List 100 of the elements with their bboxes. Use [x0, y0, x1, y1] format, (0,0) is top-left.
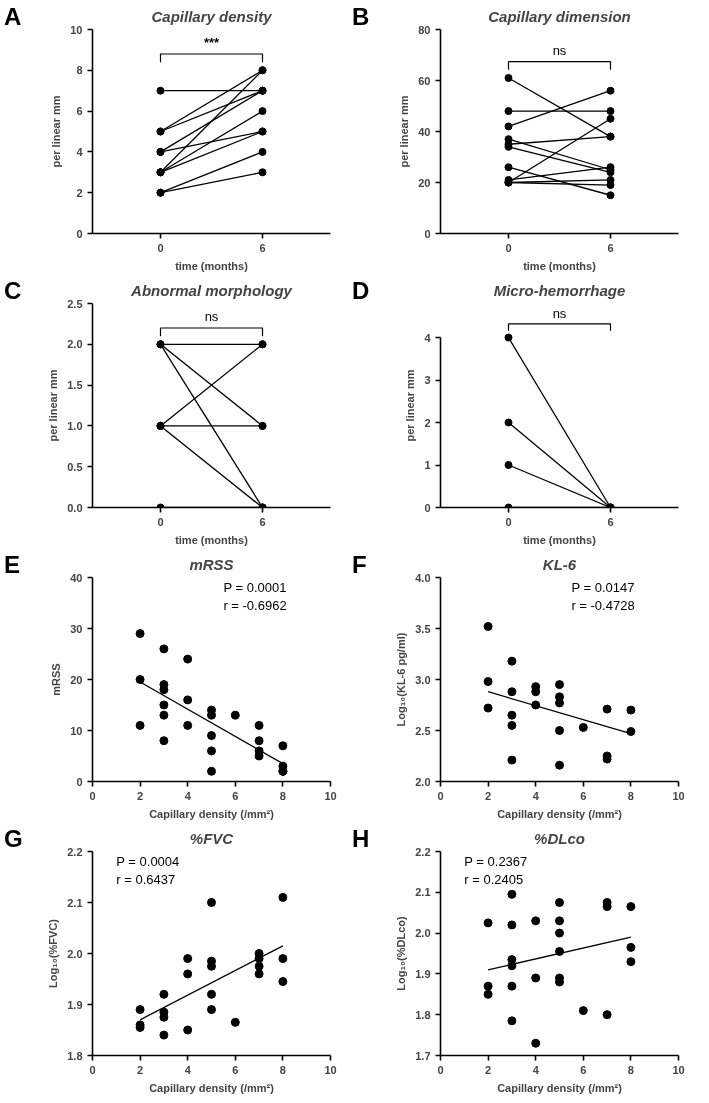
text: E — [4, 550, 21, 580]
x-tick-label: 8 — [627, 789, 634, 802]
chart-title: Micro-hemorrhage — [493, 281, 626, 299]
chart-title: mRSS — [189, 555, 234, 573]
y-tick-label: 2.5 — [67, 297, 83, 310]
y-axis-title: per linear mm — [50, 95, 63, 168]
chart-title: %FVC — [189, 829, 235, 847]
y-tick-label: 40 — [418, 125, 431, 138]
x-axis-title: Capillary density (/mm²) — [497, 1081, 623, 1094]
annotation: r = -0.6962 — [223, 597, 287, 613]
y-tick-label: 1.8 — [415, 1008, 431, 1021]
annotation: P = 0.0004 — [116, 853, 180, 869]
x-axis-title: Capillary density (/mm²) — [497, 807, 623, 820]
text: F — [352, 550, 367, 580]
x-tick-label: 0 — [437, 1063, 444, 1076]
x-axis-title: time (months) — [175, 259, 249, 272]
y-tick-label: 8 — [76, 64, 83, 77]
x-tick-label: 10 — [324, 1063, 337, 1076]
y-axis-title: Log₁₀(KL-6 pg/ml) — [395, 632, 408, 727]
y-tick-label: 30 — [70, 622, 83, 635]
y-tick-label: 4.0 — [415, 571, 431, 584]
y-tick-label: 2 — [76, 186, 83, 199]
y-tick-label: 1.9 — [67, 998, 83, 1011]
text: G — [4, 824, 23, 854]
x-tick-label: 4 — [184, 1063, 192, 1076]
y-tick-label: 3.0 — [415, 673, 431, 686]
annotation: ns — [552, 42, 567, 58]
text: ns — [552, 305, 567, 321]
x-axis-title: time (months) — [175, 533, 249, 546]
annotation: r = 0.6437 — [116, 871, 176, 887]
y-axis-title: Log₁₀(%FVC) — [47, 918, 60, 988]
y-axis-title: per linear mm — [47, 369, 60, 442]
y-tick-label: 4 — [424, 331, 432, 344]
y-tick-label: 3 — [424, 374, 431, 386]
annotation: r = -0.4728 — [571, 597, 635, 613]
annotation: P = 0.0147 — [571, 579, 635, 595]
annotation: P = 0.2367 — [464, 853, 528, 869]
y-tick-label: 0.0 — [67, 501, 83, 514]
y-tick-label: 2.1 — [67, 896, 83, 909]
y-tick-label: 1.8 — [67, 1049, 83, 1062]
y-tick-label: 6 — [76, 105, 83, 118]
x-axis-title: Capillary density (/mm²) — [149, 807, 275, 820]
x-tick-label: 0 — [157, 241, 164, 254]
y-tick-label: 10 — [70, 724, 83, 737]
text: A — [4, 2, 22, 32]
y-tick-label: 4 — [76, 145, 84, 158]
x-tick-label: 0 — [157, 515, 164, 528]
x-tick-label: 0 — [89, 1063, 96, 1076]
y-tick-label: 2.2 — [415, 845, 431, 858]
y-tick-label: 20 — [418, 176, 431, 189]
y-tick-label: 1.0 — [67, 419, 83, 432]
y-tick-label: 1.7 — [415, 1049, 431, 1062]
x-tick-label: 2 — [485, 1063, 492, 1076]
y-tick-label: 2.0 — [67, 338, 83, 351]
x-tick-label: 4 — [532, 1063, 540, 1076]
x-axis-title: time (months) — [523, 533, 597, 546]
y-tick-label: 80 — [418, 23, 431, 36]
y-axis-title: Log₁₀(%DLco) — [395, 916, 408, 991]
annotation: *** — [203, 34, 221, 50]
x-tick-label: 6 — [607, 515, 614, 528]
x-tick-label: 2 — [137, 789, 144, 802]
x-tick-label: 6 — [580, 1063, 587, 1076]
x-axis-title: time (months) — [523, 259, 597, 272]
x-tick-label: 2 — [485, 789, 492, 802]
x-tick-label: 6 — [232, 789, 239, 802]
annotation: P = 0.0001 — [223, 579, 287, 595]
x-tick-label: 8 — [279, 789, 286, 802]
y-axis-title: per linear mm — [404, 369, 417, 442]
x-tick-label: 10 — [672, 1063, 685, 1076]
chart-title: Capillary dimension — [488, 7, 631, 25]
y-tick-label: 2.2 — [67, 845, 83, 858]
annotation: r = 0.2405 — [464, 871, 524, 887]
y-tick-label: 2.1 — [415, 886, 431, 899]
chart-title: Capillary density — [151, 7, 273, 25]
chart-title: Abnormal morphology — [130, 281, 293, 299]
x-tick-label: 6 — [259, 241, 266, 254]
y-tick-label: 0 — [76, 775, 83, 788]
y-axis-title: per linear mm — [398, 95, 411, 168]
text: H — [352, 824, 370, 854]
chart-title: KL-6 — [542, 555, 577, 573]
x-tick-label: 0 — [437, 789, 444, 802]
chart-title: %DLco — [534, 829, 585, 847]
y-tick-label: 2.0 — [415, 927, 431, 940]
y-tick-label: 60 — [418, 74, 431, 87]
x-tick-label: 6 — [580, 789, 587, 802]
x-axis-title: Capillary density (/mm²) — [149, 1081, 275, 1094]
x-tick-label: 0 — [505, 515, 512, 528]
text: C — [4, 276, 22, 306]
y-tick-label: 10 — [70, 23, 83, 36]
x-tick-label: 6 — [232, 1063, 239, 1076]
y-tick-label: 40 — [70, 571, 83, 584]
x-tick-label: 10 — [672, 789, 685, 802]
y-tick-label: 0 — [76, 227, 83, 240]
x-tick-label: 2 — [137, 1063, 144, 1076]
y-tick-label: 2.0 — [415, 775, 431, 788]
x-tick-label: 4 — [532, 789, 540, 802]
x-tick-label: 10 — [324, 789, 337, 802]
text: D — [352, 276, 370, 306]
x-tick-label: 0 — [89, 789, 96, 802]
x-tick-label: 8 — [279, 1063, 286, 1076]
